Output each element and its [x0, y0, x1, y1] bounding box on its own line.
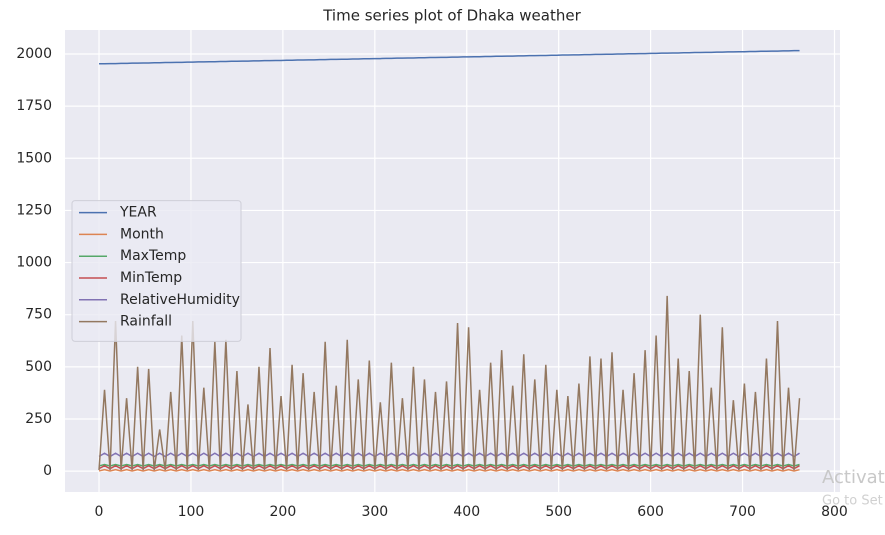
y-tick-label: 1750 [16, 98, 52, 114]
y-tick-label: 0 [43, 463, 52, 479]
y-tick-label: 1500 [16, 150, 52, 166]
legend-label: Month [120, 226, 164, 242]
series-line [99, 49, 800, 65]
x-tick-label: 400 [453, 504, 480, 520]
x-tick-label: 200 [270, 504, 297, 520]
legend: YEAR Month MaxTemp MinTemp RelativeHumidity R… [71, 200, 242, 342]
y-tick-label: 500 [25, 359, 52, 375]
legend-label: RelativeHumidity [120, 292, 240, 308]
x-tick-label: 700 [729, 504, 756, 520]
x-tick-label: 0 [95, 504, 104, 520]
watermark: Activate [822, 467, 885, 488]
watermark: Go to Set [822, 494, 883, 509]
legend-box [71, 200, 242, 342]
chart-title: Time series plot of Dhaka weather [322, 7, 581, 25]
y-tick-label: 750 [25, 307, 52, 323]
legend-label: MinTemp [120, 270, 182, 286]
y-tick-label: 1250 [16, 202, 52, 218]
series-line [98, 468, 800, 472]
x-tick-label: 100 [178, 504, 205, 520]
series-line [98, 464, 800, 470]
x-tick-label: 800 [821, 504, 848, 520]
x-tick-label: 600 [637, 504, 664, 520]
series-line [98, 295, 801, 471]
x-tick-label: 300 [361, 504, 388, 520]
legend-label: Rainfall [120, 314, 172, 330]
y-tick-label: 2000 [16, 46, 52, 62]
x-tick-label: 500 [545, 504, 572, 520]
y-tick-label: 250 [25, 411, 52, 427]
y-tick-label: 1000 [16, 255, 52, 271]
legend-label: YEAR [119, 205, 157, 221]
legend-label: MaxTemp [120, 248, 186, 264]
